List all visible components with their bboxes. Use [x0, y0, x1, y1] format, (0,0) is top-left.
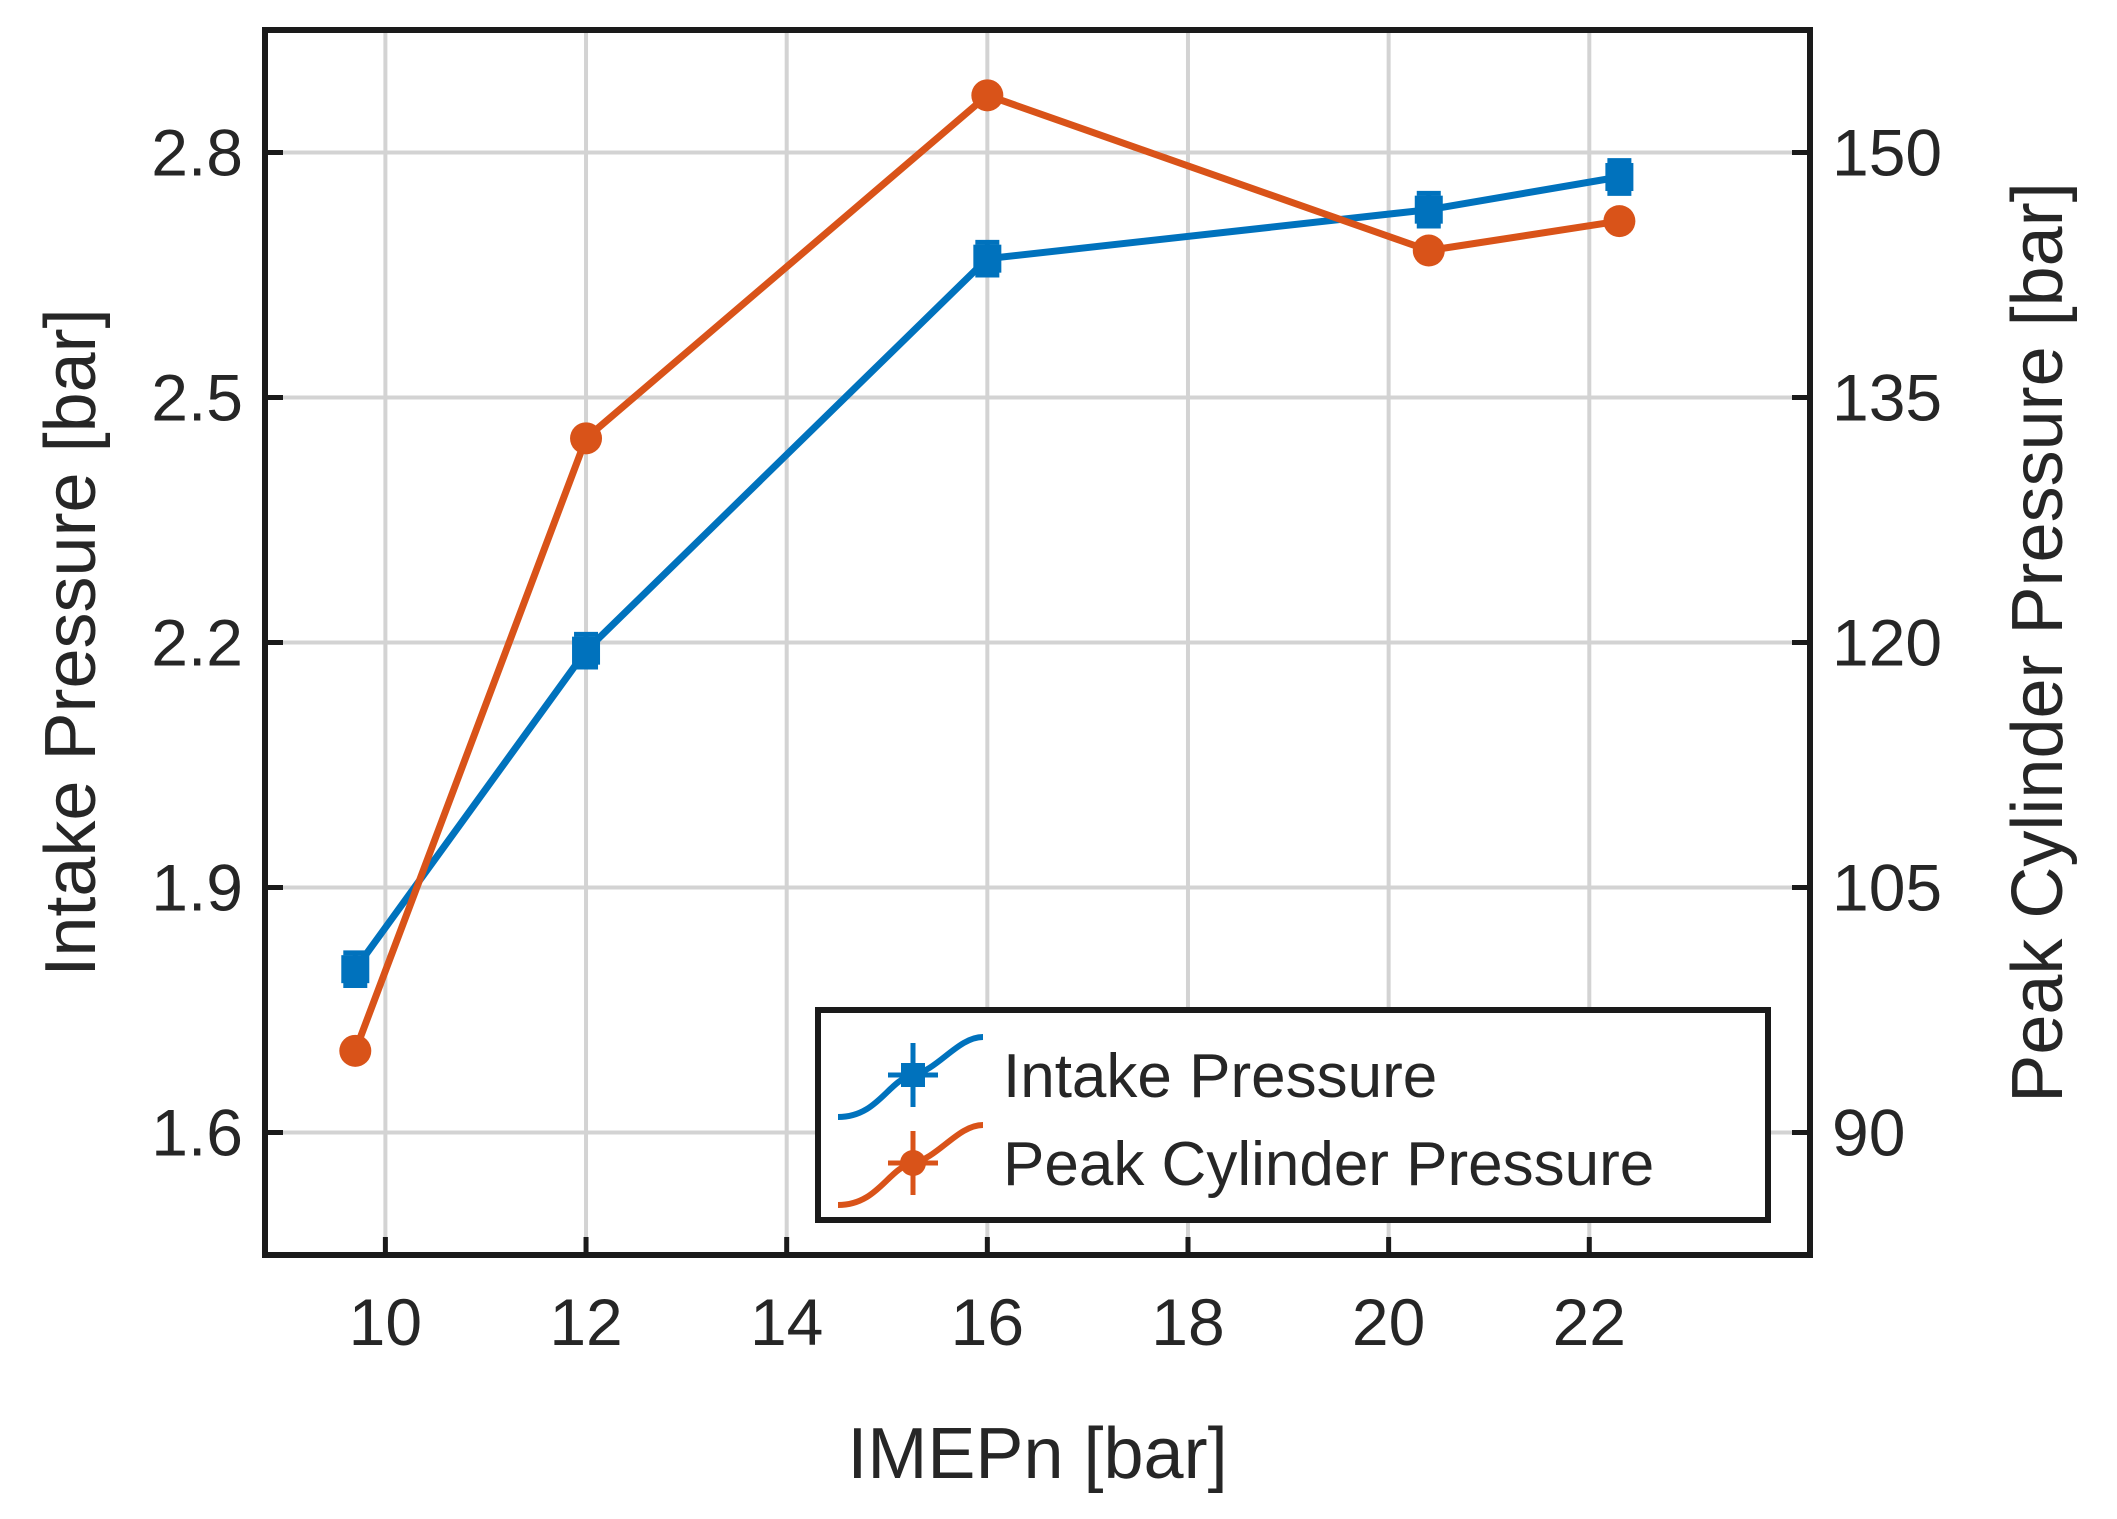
- right-y-tick-label: 150: [1832, 116, 1942, 190]
- legend-box: [815, 1007, 1771, 1223]
- x-tick-label: 14: [750, 1285, 823, 1359]
- left-y-tick-label: 2.8: [151, 116, 243, 190]
- left-y-tick-label: 2.5: [151, 361, 243, 435]
- legend-label: Peak Cylinder Pressure: [1003, 1130, 1654, 1199]
- left-y-axis-title: Intake Pressure [bar]: [31, 308, 111, 976]
- tick-labels: 10 12 14 16 18 20 22 1.6 1.9 2.2 2.5 2.8 90 105 120 135…: [151, 116, 1942, 1360]
- ticks: [265, 150, 1810, 1255]
- series-intake-pressure: [341, 158, 1634, 988]
- left-y-tick-label: 2.2: [151, 606, 243, 680]
- left-y-tick-label: 1.9: [151, 851, 243, 925]
- data-point: [339, 1034, 372, 1067]
- data-point: [572, 636, 601, 665]
- left-y-tick-label: 1.6: [151, 1096, 243, 1170]
- right-y-tick-label: 90: [1832, 1096, 1905, 1170]
- data-point: [1605, 163, 1634, 191]
- legend: Intake Pressure Peak Cylinder Pressure: [815, 1007, 1771, 1223]
- right-y-tick-label: 105: [1832, 851, 1942, 925]
- series-peak-cylinder-pressure: [339, 79, 1636, 1067]
- series-layer: [339, 79, 1636, 1067]
- legend-marker: [901, 1063, 925, 1087]
- data-point: [1414, 195, 1443, 224]
- x-tick-label: 16: [951, 1285, 1024, 1359]
- data-point: [1603, 205, 1636, 238]
- right-y-tick-label: 120: [1832, 606, 1942, 680]
- right-y-tick-label: 135: [1832, 361, 1942, 435]
- legend-entry: Peak Cylinder Pressure: [837, 1122, 1654, 1208]
- data-point: [1412, 234, 1445, 267]
- legend-label: Intake Pressure: [1003, 1042, 1437, 1111]
- x-tick-label: 22: [1553, 1285, 1626, 1359]
- x-tick-label: 20: [1352, 1285, 1425, 1359]
- legend-marker: [900, 1150, 926, 1176]
- data-point: [973, 244, 1002, 273]
- data-point: [971, 79, 1004, 112]
- data-point: [341, 955, 370, 984]
- legend-entry: Intake Pressure: [837, 1034, 1437, 1120]
- x-tick-label: 10: [349, 1285, 422, 1359]
- x-tick-label: 18: [1151, 1285, 1224, 1359]
- data-point: [570, 422, 603, 455]
- right-y-axis-title: Peak Cylinder Pressure [bar]: [1998, 182, 2078, 1102]
- x-tick-label: 12: [549, 1285, 622, 1359]
- x-axis-title: IMEPn [bar]: [847, 1414, 1227, 1494]
